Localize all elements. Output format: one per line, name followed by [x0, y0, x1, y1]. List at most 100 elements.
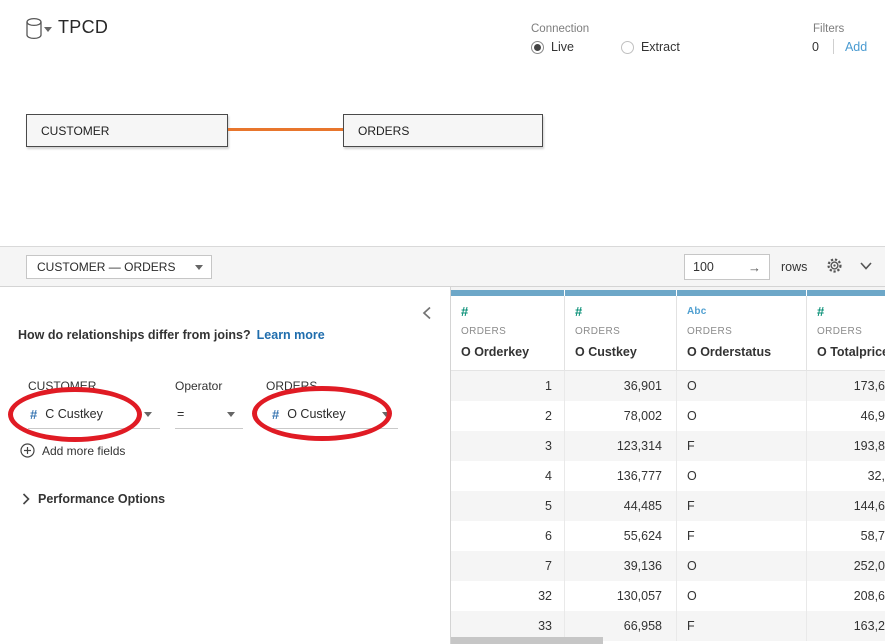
collapse-pane-icon[interactable] — [422, 306, 432, 320]
grid-cell[interactable]: 3 — [451, 431, 565, 461]
grid-cell[interactable]: 66,958 — [565, 611, 677, 641]
grid-cell[interactable]: 130,057 — [565, 581, 677, 611]
grid-cell[interactable]: 6 — [451, 521, 565, 551]
rows-count-box: → — [684, 254, 770, 280]
radio-live[interactable]: Live — [531, 40, 574, 54]
table-row: 6 55,624 F 58,7 — [451, 521, 885, 551]
radio-extract[interactable]: Extract — [620, 40, 680, 54]
performance-options-toggle[interactable]: Performance Options — [22, 492, 165, 506]
column-header-orderkey[interactable]: # ORDERS O Orderkey — [451, 296, 565, 370]
string-type-icon: Abc — [687, 306, 707, 317]
number-type-icon: # — [575, 304, 583, 319]
grid-cell[interactable]: 1 — [451, 371, 565, 401]
connection-options: Live Extract — [531, 40, 680, 54]
radio-live-icon[interactable] — [531, 40, 544, 54]
grid-cell[interactable]: 78,002 — [565, 401, 677, 431]
settings-gear-icon[interactable] — [826, 257, 843, 274]
chevron-down-icon — [144, 411, 152, 417]
left-field-dropdown[interactable]: # C Custkey — [28, 400, 160, 429]
chevron-right-icon — [22, 493, 30, 505]
table-node-orders[interactable]: ORDERS — [343, 114, 543, 147]
grid-cell[interactable]: 55,624 — [565, 521, 677, 551]
grid-cell[interactable]: 7 — [451, 551, 565, 581]
grid-cell[interactable]: 58,7 — [860, 529, 885, 543]
filters-count: 0 — [812, 39, 819, 54]
grid-cell[interactable]: F — [677, 491, 807, 521]
collapse-grid-chevron-icon[interactable] — [859, 261, 873, 271]
page-title: TPCD — [58, 17, 109, 37]
operator-value: = — [177, 407, 185, 421]
header-field-name: O Totalprice — [817, 345, 885, 359]
grid-cell[interactable]: 123,314 — [565, 431, 677, 461]
column-header-custkey[interactable]: # ORDERS O Custkey — [565, 296, 677, 370]
apply-rows-arrow-icon[interactable]: → — [748, 259, 761, 275]
grid-rows: 1 36,901 O 173,6 2 78,002 O 46,9 3 123,3… — [451, 371, 885, 641]
grid-cell[interactable]: 193,8 — [853, 439, 885, 453]
database-icon[interactable] — [24, 17, 44, 41]
column-strip — [677, 290, 807, 296]
relationship-selector-label: CUSTOMER — ORDERS — [37, 260, 176, 274]
grid-cell[interactable]: 144,6 — [853, 499, 885, 513]
header-table-name: ORDERS — [817, 326, 863, 337]
radio-extract-icon[interactable] — [620, 40, 634, 54]
table-row: 1 36,901 O 173,6 — [451, 371, 885, 401]
column-strip — [807, 290, 885, 296]
add-filter-link[interactable]: Add — [844, 39, 868, 54]
grid-cell[interactable]: 173,6 — [853, 379, 885, 393]
chevron-down-icon — [227, 411, 235, 417]
operator-column-label: Operator — [175, 379, 223, 393]
grid-cell[interactable]: 163,2 — [853, 619, 885, 633]
grid-cell[interactable]: 36,901 — [565, 371, 677, 401]
grid-cell[interactable]: O — [677, 551, 807, 581]
table-row: 2 78,002 O 46,9 — [451, 401, 885, 431]
relationship-selector[interactable]: CUSTOMER — ORDERS — [26, 255, 212, 279]
column-strip-row — [451, 290, 885, 296]
plus-circle-icon — [20, 443, 35, 458]
filters-label: Filters — [813, 23, 845, 35]
question-text: How do relationships differ from joins? — [18, 328, 251, 342]
rows-count-input[interactable] — [693, 260, 741, 274]
grid-cell[interactable]: O — [677, 461, 807, 491]
grid-cell[interactable]: 44,485 — [565, 491, 677, 521]
table-row: 33 66,958 F 163,2 — [451, 611, 885, 641]
grid-cell[interactable]: F — [677, 521, 807, 551]
grid-cell[interactable]: O — [677, 401, 807, 431]
column-header-totalprice[interactable]: # ORDERS O Totalprice — [807, 296, 885, 370]
grid-cell[interactable]: 136,777 — [565, 461, 677, 491]
grid-cell[interactable]: 39,136 — [565, 551, 677, 581]
grid-cell[interactable]: O — [677, 371, 807, 401]
grid-cell[interactable]: 208,6 — [853, 589, 885, 603]
filters-row: 0 Add — [812, 39, 867, 54]
number-field-icon: # — [272, 406, 280, 422]
horizontal-scrollbar-thumb[interactable] — [451, 637, 603, 644]
right-field-dropdown[interactable]: # O Custkey — [266, 400, 398, 429]
grid-cell[interactable]: 2 — [451, 401, 565, 431]
grid-cell[interactable]: 46,9 — [860, 409, 885, 423]
learn-more-link[interactable]: Learn more — [256, 328, 325, 342]
grid-cell[interactable]: O — [677, 581, 807, 611]
operator-dropdown[interactable]: = — [175, 400, 243, 429]
chevron-down-icon — [382, 411, 390, 417]
header-field-name: O Orderstatus — [687, 345, 772, 359]
column-header-orderstatus[interactable]: Abc ORDERS O Orderstatus — [677, 296, 807, 370]
grid-cell[interactable]: 252,0 — [853, 559, 885, 573]
relationship-connector[interactable] — [228, 128, 343, 131]
connection-label: Connection — [531, 23, 590, 35]
right-field-value: O Custkey — [287, 407, 346, 421]
table-node-customer[interactable]: CUSTOMER — [26, 114, 228, 147]
grid-cell[interactable]: 5 — [451, 491, 565, 521]
grid-cell[interactable]: F — [677, 611, 807, 641]
header-table-name: ORDERS — [575, 326, 621, 337]
data-preview-grid: # ORDERS O Orderkey # ORDERS O Custkey A… — [451, 287, 885, 644]
table-row: 32 130,057 O 208,6 — [451, 581, 885, 611]
column-header-row: # ORDERS O Orderkey # ORDERS O Custkey A… — [451, 296, 885, 371]
grid-cell[interactable]: 32, — [867, 469, 885, 483]
grid-cell[interactable]: 4 — [451, 461, 565, 491]
grid-cell[interactable]: F — [677, 431, 807, 461]
add-more-fields-button[interactable]: Add more fields — [20, 443, 125, 458]
database-menu-caret-icon[interactable] — [44, 27, 52, 32]
grid-cell[interactable]: 32 — [451, 581, 565, 611]
grid-cell[interactable]: 33 — [451, 611, 565, 641]
rows-label: rows — [781, 260, 808, 274]
